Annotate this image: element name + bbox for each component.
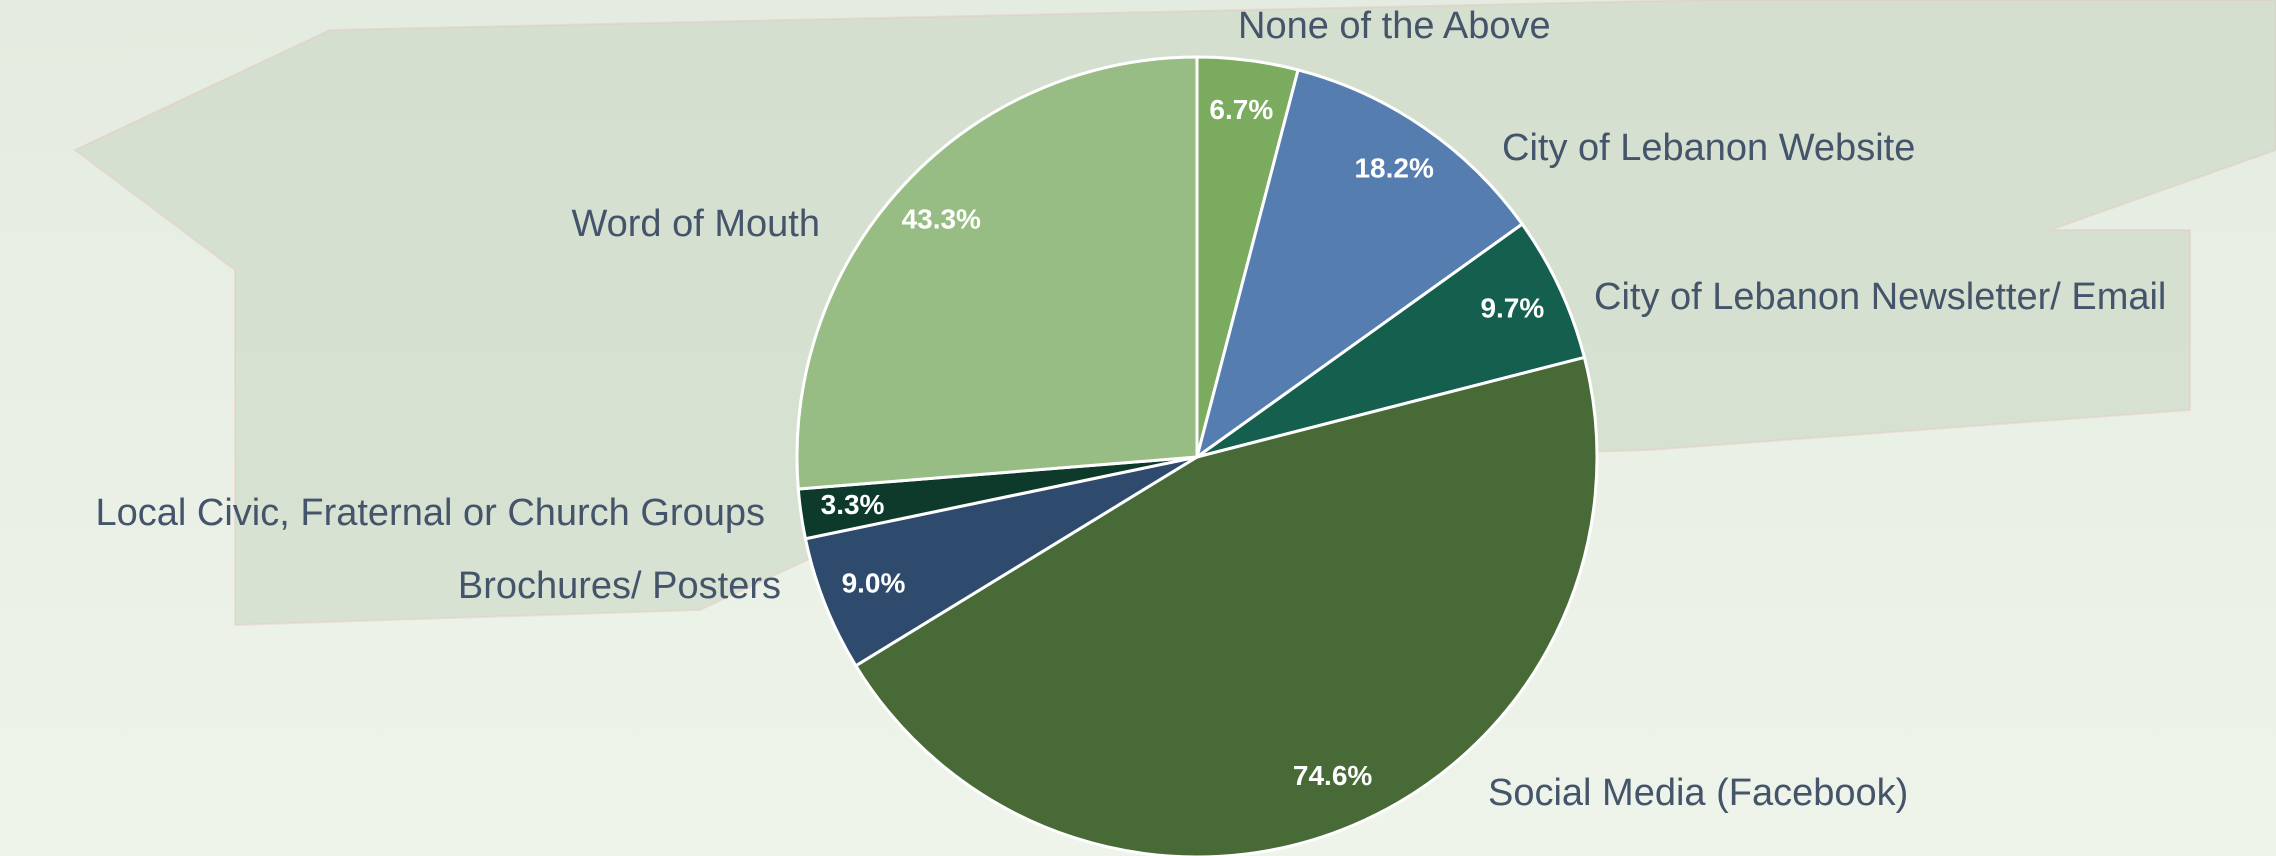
value-label: 6.7% bbox=[1209, 94, 1273, 125]
value-label: 3.3% bbox=[821, 489, 885, 520]
value-label: 74.6% bbox=[1293, 760, 1372, 791]
value-label: 18.2% bbox=[1354, 153, 1433, 184]
pie-slice bbox=[803, 455, 1198, 668]
pie-slice bbox=[1194, 68, 1525, 461]
value-label: 43.3% bbox=[902, 203, 981, 234]
category-label: None of the Above bbox=[1238, 5, 1551, 47]
pie bbox=[795, 55, 1599, 856]
pie-slice bbox=[1196, 222, 1587, 459]
category-label: City of Lebanon Newsletter/ Email bbox=[1594, 276, 2166, 318]
pie-slice bbox=[853, 355, 1599, 856]
category-label: Social Media (Facebook) bbox=[1488, 772, 1908, 814]
category-label: Brochures/ Posters bbox=[458, 565, 781, 607]
pie-slice bbox=[795, 55, 1199, 491]
value-label: 9.7% bbox=[1480, 292, 1544, 323]
category-label: Local Civic, Fraternal or Church Groups bbox=[96, 492, 765, 534]
value-label: 9.0% bbox=[842, 568, 906, 599]
category-label: Word of Mouth bbox=[571, 203, 820, 245]
category-label: City of Lebanon Website bbox=[1502, 127, 1915, 169]
